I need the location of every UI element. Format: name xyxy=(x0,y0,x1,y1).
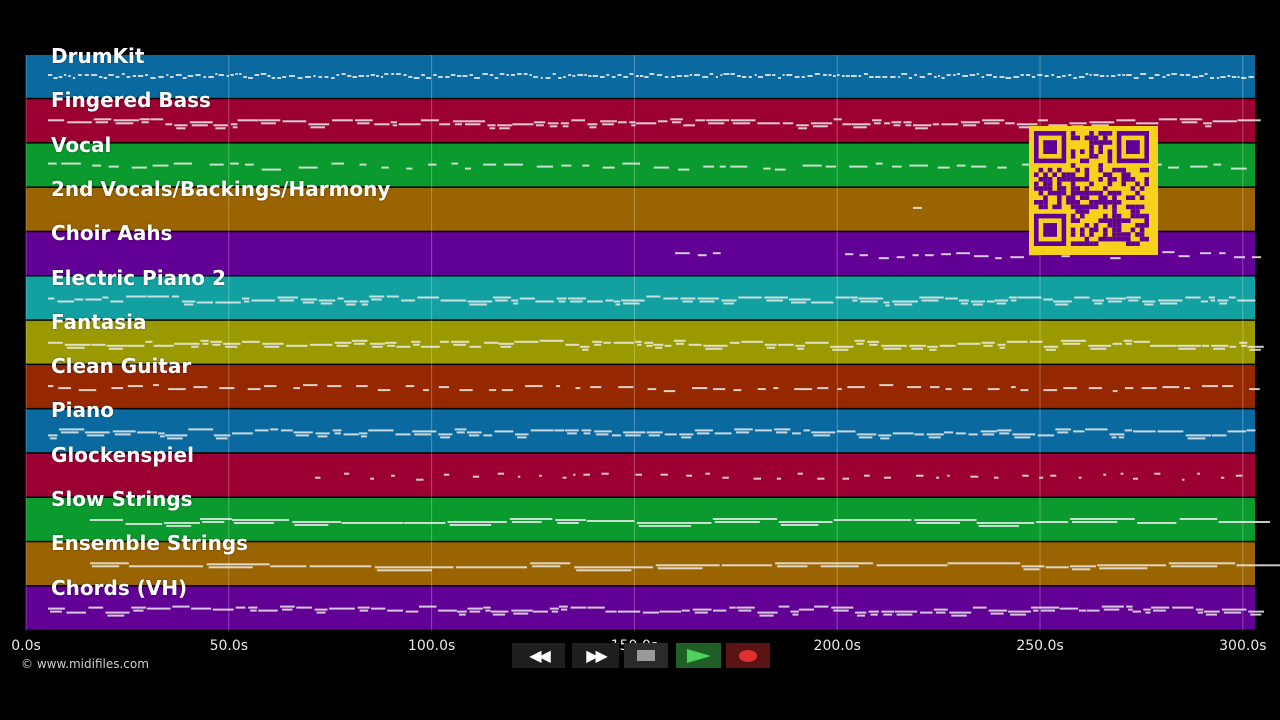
track-label: Fantasia xyxy=(51,309,147,334)
track-notes xyxy=(90,518,1270,527)
track-lane-background xyxy=(26,365,1255,408)
track-lane xyxy=(26,55,1255,98)
track-notes xyxy=(48,605,1264,617)
fast-forward-icon: ▶▶ xyxy=(586,646,608,665)
track-lane xyxy=(26,586,1264,630)
track-label: DrumKit xyxy=(51,44,145,68)
time-tick-label: 200.0s xyxy=(813,638,861,654)
track-lane xyxy=(26,498,1270,541)
track-notes xyxy=(90,562,1280,572)
time-tick-label: 50.0s xyxy=(209,638,249,654)
track-lane-background xyxy=(26,409,1255,453)
track-label: Chords (VH) xyxy=(51,575,188,600)
track-label: Slow Strings xyxy=(51,487,193,511)
time-tick-label: 0.0s xyxy=(11,638,41,654)
track-label: Electric Piano 2 xyxy=(51,265,226,290)
track-lane xyxy=(26,276,1256,320)
track-label: Piano xyxy=(51,398,114,423)
rewind-button[interactable]: ◀◀ xyxy=(512,643,565,668)
track-notes xyxy=(48,118,1261,130)
time-tick-label: 250.0s xyxy=(1016,638,1064,654)
track-lane-background xyxy=(26,276,1255,320)
track-label: Vocal xyxy=(51,132,112,157)
track-lane xyxy=(26,453,1255,497)
stop-button[interactable] xyxy=(624,643,668,668)
stop-icon xyxy=(637,650,655,661)
play-icon xyxy=(686,648,711,663)
copyright-text: © www.midifiles.com xyxy=(21,657,149,671)
track-lane xyxy=(26,320,1264,364)
track-label: Glockenspiel xyxy=(51,442,194,467)
qr-code-image xyxy=(1034,131,1149,246)
rewind-icon: ◀◀ xyxy=(529,646,551,665)
track-label: Choir Aahs xyxy=(51,221,173,246)
track-notes xyxy=(48,339,1264,351)
track-notes xyxy=(48,295,1256,307)
track-label: Ensemble Strings xyxy=(51,531,249,556)
track-label: 2nd Vocals/Backings/Harmony xyxy=(51,176,391,201)
track-notes xyxy=(48,384,1260,393)
time-tick-label: 300.0s xyxy=(1219,638,1267,654)
track-lane xyxy=(26,409,1256,453)
record-button[interactable] xyxy=(726,643,770,668)
track-notes xyxy=(48,73,1255,79)
track-label: Fingered Bass xyxy=(51,88,211,113)
track-lane xyxy=(26,365,1260,408)
track-notes xyxy=(48,428,1256,440)
fast-forward-button[interactable]: ▶▶ xyxy=(572,643,619,668)
qr-code xyxy=(1029,126,1158,255)
record-icon xyxy=(739,649,757,662)
track-lane xyxy=(26,542,1280,586)
track-notes xyxy=(913,206,922,209)
track-label: Clean Guitar xyxy=(51,354,192,379)
play-button[interactable] xyxy=(676,643,721,668)
time-tick-label: 100.0s xyxy=(407,638,456,654)
track-notes xyxy=(315,472,1243,481)
